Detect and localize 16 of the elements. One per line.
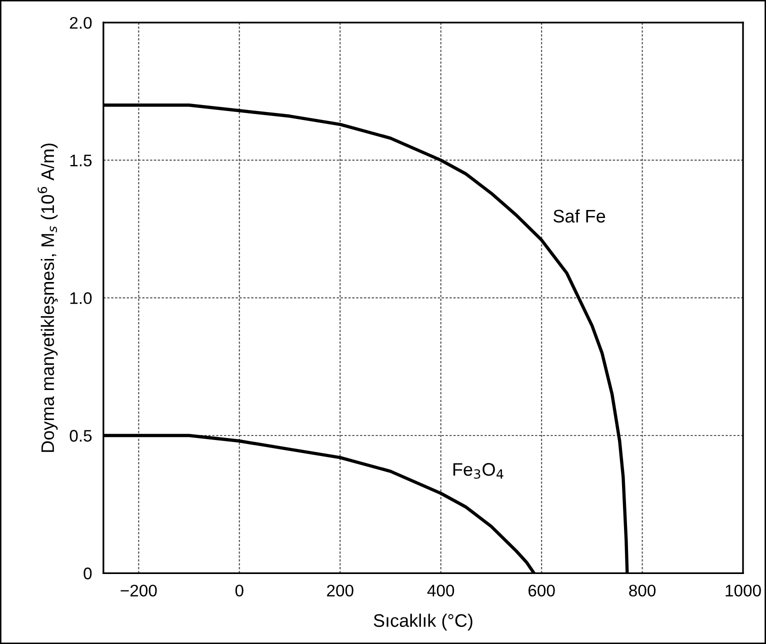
series-label: Fe$_{3}$O$_{4}$ xyxy=(453,463,504,479)
x-tick-label: −200 xyxy=(120,584,157,597)
series-label: Saf Fe xyxy=(554,209,606,223)
x-tick-label: 0 xyxy=(235,584,244,597)
x-tick-label: 800 xyxy=(629,584,656,597)
x-axis-title: Sıcaklık (°C) xyxy=(374,614,472,631)
y-tick-label: 2.0 xyxy=(70,16,92,29)
x-tick-label: 400 xyxy=(427,584,454,597)
y-tick-label: 1.5 xyxy=(70,154,92,166)
x-tick-label: 1000 xyxy=(726,584,761,597)
y-tick-label: 0.5 xyxy=(70,430,92,442)
y-tick-label: 1.0 xyxy=(70,292,92,304)
y-tick-label: 0 xyxy=(84,568,92,580)
x-tick-label: 200 xyxy=(327,584,354,597)
y-axis-title: Doyma manyetikleşmesi, M$_{s}$ (10$^{6}$ A/m) xyxy=(38,144,58,452)
x-tick-label: 600 xyxy=(528,584,555,597)
